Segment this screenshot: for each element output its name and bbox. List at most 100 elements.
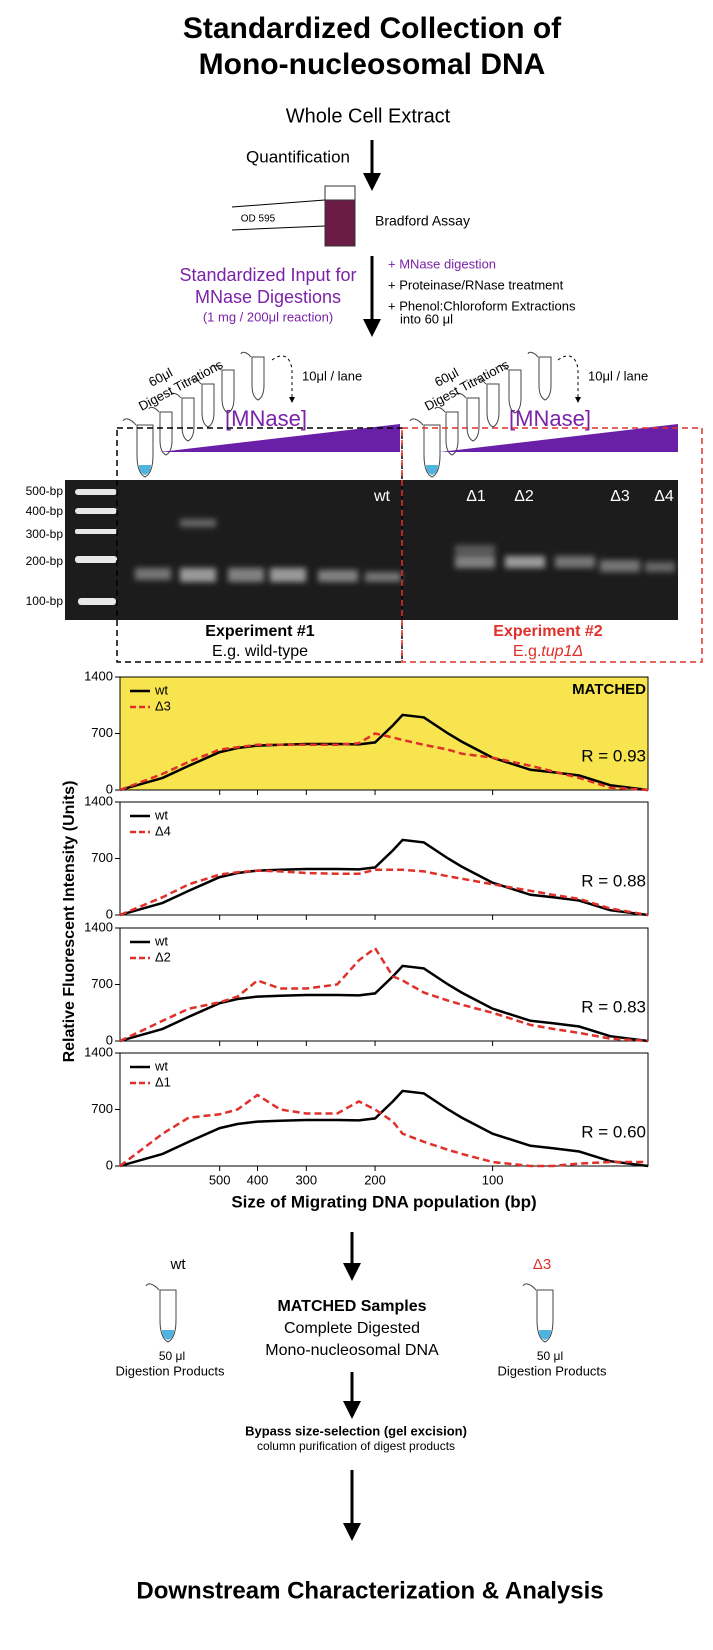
gel (65, 480, 678, 620)
legend-label: wt (154, 807, 168, 822)
step-label: Whole Cell Extract (286, 105, 451, 127)
x-tick-label: 200 (364, 1172, 386, 1187)
lane-label: Δ4 (654, 488, 674, 505)
mnase-label: [MNase] (509, 406, 591, 431)
lane-label: wt (373, 488, 391, 505)
tube (522, 1283, 554, 1343)
arrow (557, 355, 581, 403)
x-tick-label: 500 (209, 1172, 231, 1187)
input-label: Standardized Input for (179, 265, 356, 285)
experiment-subtitle: E.g. wild-type (212, 643, 308, 660)
ladder-label: 500-bp (26, 484, 64, 498)
ladder-label: 400-bp (26, 504, 64, 518)
legend-label: Δ3 (155, 698, 171, 713)
step: + Proteinase/RNase treatment (388, 277, 564, 292)
products: Digestion Products (115, 1363, 225, 1378)
legend-label: wt (154, 682, 168, 697)
x-tick-label: 100 (482, 1172, 504, 1187)
legend-label: Δ1 (155, 1074, 171, 1089)
y-tick-label: 700 (91, 725, 113, 740)
series-line (119, 1089, 649, 1168)
input-label: MNase Digestions (195, 287, 341, 307)
y-tick-label: 700 (91, 1101, 113, 1116)
tube (240, 351, 265, 401)
sample-label: Δ3 (533, 1256, 551, 1273)
light-beam (231, 199, 326, 231)
tube (527, 351, 552, 401)
lane-volume: 10μl / lane (302, 368, 362, 383)
arrow (271, 355, 295, 403)
gene: tup1Δ (541, 643, 583, 660)
step: into 60 μl (400, 311, 453, 326)
bypass: Bypass size-selection (gel excision) (245, 1423, 467, 1438)
y-tick-label: 1400 (84, 668, 113, 683)
ladder-label: 100-bp (26, 594, 64, 608)
y-tick-label: 700 (91, 850, 113, 865)
sample-label: wt (170, 1256, 187, 1273)
correlation: R = 0.88 (581, 871, 646, 890)
y-tick-label: 700 (91, 976, 113, 991)
correlation: R = 0.60 (581, 1122, 646, 1141)
input-label: (1 mg / 200μl reaction) (203, 309, 333, 324)
series-line (119, 732, 649, 792)
tube (170, 392, 195, 442)
mnase-label: [MNase] (225, 406, 307, 431)
step: + Phenol:Chloroform Extractions (388, 298, 576, 313)
correlation: R = 0.83 (581, 997, 646, 1016)
mnase-wedge (160, 424, 400, 452)
legend-label: wt (154, 933, 168, 948)
legend-label: Δ2 (155, 949, 171, 964)
series-line (119, 713, 649, 792)
y-tick-label: 1400 (84, 919, 113, 934)
lane-labels: wt Δ1 Δ2 Δ3 Δ4 (373, 488, 674, 505)
volume: 50 μl (159, 1349, 185, 1363)
step: + MNase digestion (388, 256, 496, 271)
lane-volume: 10μl / lane (588, 368, 648, 383)
ladder-label: 300-bp (26, 527, 64, 541)
legend-label: wt (154, 1058, 168, 1073)
x-axis-label: Size of Migrating DNA population (bp) (231, 1192, 536, 1211)
prefix: E.g. (513, 643, 541, 660)
ladder-label: 200-bp (26, 554, 64, 568)
x-tick-label: 300 (295, 1172, 317, 1187)
bands (135, 519, 675, 582)
correlation: R = 0.93 (581, 746, 646, 765)
experiment-box (401, 427, 703, 663)
x-tick-label: 400 (247, 1172, 269, 1187)
experiment-subtitle: E.g.tup1Δ (513, 643, 583, 660)
gel-image (65, 480, 678, 620)
ladder-labels: 500-bp 400-bp 300-bp 200-bp 100-bp (26, 484, 64, 608)
series-line (119, 868, 649, 917)
cuvette-top (324, 185, 356, 201)
tube (455, 392, 480, 442)
column: column purification of digest products (257, 1439, 455, 1453)
y-tick-label: 1400 (84, 1044, 113, 1059)
matched-title: MATCHED Samples (277, 1298, 426, 1315)
title: Standardized Collection of (183, 12, 562, 45)
tube (145, 1283, 177, 1343)
matched-text: Complete Digested (284, 1320, 420, 1337)
y-tick-label: 0 (106, 1032, 113, 1047)
series-line (119, 1093, 648, 1168)
series-line (119, 964, 649, 1043)
products: Digestion Products (497, 1363, 607, 1378)
y-tick-label: 0 (106, 1157, 113, 1172)
y-tick-label: 0 (106, 906, 113, 921)
matched-text: Mono-nucleosomal DNA (265, 1342, 439, 1359)
ladder (75, 489, 117, 605)
lane-label: Δ3 (610, 488, 630, 505)
volume: 50 μl (537, 1349, 563, 1363)
lane-label: Δ2 (514, 488, 534, 505)
title: Mono-nucleosomal DNA (199, 48, 546, 81)
experiment-title: Experiment #2 (493, 623, 602, 640)
od-label: OD 595 (241, 214, 276, 225)
panel-label: MATCHED (572, 681, 646, 698)
step-label: Quantification (246, 147, 350, 166)
legend-label: Δ4 (155, 823, 171, 838)
series-line (119, 838, 649, 917)
series-line (119, 946, 649, 1043)
experiment-title: Experiment #1 (205, 623, 314, 640)
y-tick-label: 1400 (84, 793, 113, 808)
